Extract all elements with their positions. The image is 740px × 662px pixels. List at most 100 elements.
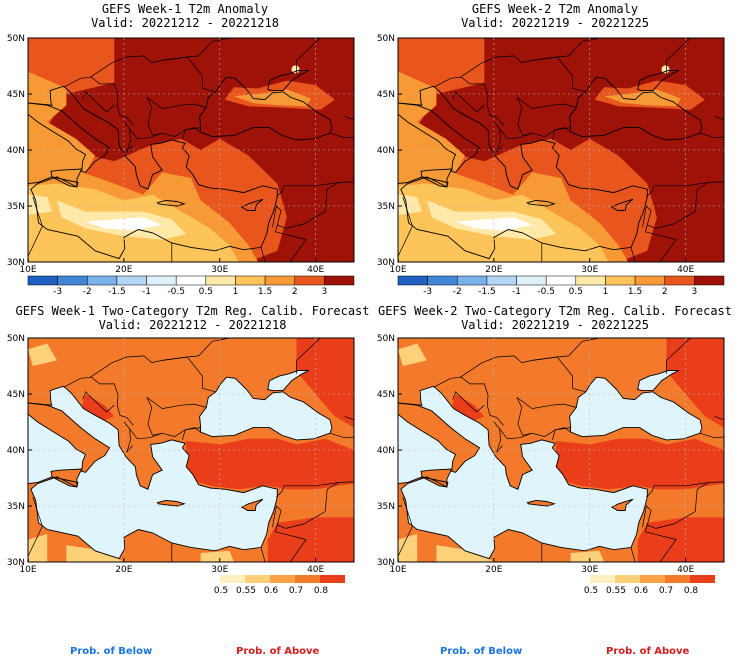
anomaly-spot — [291, 65, 300, 74]
anomaly-colorbar-swatch-6 — [205, 275, 236, 286]
anomaly-colorbar-label-7: 1.5 — [628, 287, 642, 297]
panel-1-title-line2: Valid: 20221212 - 20221218 — [91, 16, 279, 30]
anomaly-colorbar-label-8: 2 — [662, 287, 668, 297]
prob-region-5 — [398, 534, 418, 562]
lon-tick-label: 20E — [485, 565, 502, 575]
anomaly-colorbar-swatch-6 — [575, 275, 606, 286]
country-border — [162, 38, 230, 61]
country-border — [129, 128, 163, 140]
prob-colorbar-label-0: 0.5 — [214, 586, 228, 596]
prob-region-4 — [436, 545, 494, 562]
coastline — [610, 198, 634, 211]
country-border — [272, 205, 307, 262]
coastline — [28, 85, 278, 260]
panel-4-map: 30N 35N 40N 45N 50N 10E 20E 30E 40E 0.5 0.55 0.6 0.7… — [377, 334, 725, 596]
prob-region-2 — [637, 517, 724, 562]
panel-3-map: 30N 35N 40N 45N 50N 10E 20E 30E 40E 0.5 0.55 0.6 0.7… — [7, 334, 355, 596]
country-border — [63, 376, 134, 426]
lon-tick-label: 30E — [581, 565, 598, 575]
panel-2-title-line2: Valid: 20221219 - 20221225 — [461, 16, 649, 30]
lat-tick-label: 30N — [377, 558, 395, 568]
country-border — [90, 55, 216, 93]
prob-region-1 — [296, 338, 354, 428]
country-border — [647, 182, 709, 229]
country-border — [452, 391, 485, 413]
country-border — [630, 247, 638, 262]
anomaly-colorbar-swatch-4 — [146, 275, 177, 286]
lat-tick-label: 35N — [377, 202, 395, 212]
coastline — [240, 498, 264, 511]
country-border — [329, 132, 354, 183]
anomaly-colorbar-swatch-5 — [545, 275, 577, 286]
country-border — [277, 182, 339, 229]
country-border — [433, 76, 504, 126]
prob-colorbar-swatch-3 — [295, 575, 320, 583]
lat-tick-label: 50N — [377, 334, 395, 344]
anomaly-colorbar-label-2: -1.5 — [108, 287, 126, 297]
prob-colorbar-swatch-1 — [615, 575, 640, 583]
prob-region-0 — [556, 438, 724, 490]
anomaly-colorbar-label-8: 2 — [292, 287, 298, 297]
lon-tick-label: 40E — [677, 265, 694, 275]
country-border — [723, 156, 724, 158]
country-border — [516, 97, 577, 109]
anomaly-colorbar: -3 -2 -1.5 -1 -0.5 0.5 1 1.5 2 3 — [397, 275, 725, 297]
coastline — [199, 76, 333, 141]
coastline — [267, 70, 310, 92]
country-border — [272, 505, 307, 562]
panel-4-title-line1: GEFS Week-2 Two-Category T2m Reg. Calib.… — [377, 304, 732, 318]
lon-tick-label: 30E — [581, 265, 598, 275]
anomaly-colorbar-label-5: 0.5 — [569, 287, 583, 297]
country-border — [532, 338, 600, 361]
country-border — [516, 397, 577, 409]
country-border — [398, 496, 413, 562]
prob-region-1 — [666, 338, 724, 428]
anomaly-colorbar-label-4: -0.5 — [537, 287, 555, 297]
coastline — [156, 499, 186, 507]
lat-tick-label: 45N — [7, 90, 25, 100]
country-border — [146, 397, 201, 437]
country-border — [162, 338, 230, 361]
prob-colorbar-swatch-0 — [220, 575, 245, 583]
country-border — [630, 547, 638, 562]
anomaly-colorbar-swatch-2 — [457, 275, 488, 286]
prob-colorbar-label-0: 0.5 — [584, 586, 598, 596]
coastline — [610, 498, 634, 511]
country-border — [552, 427, 571, 440]
country-border — [646, 182, 709, 198]
country-border — [296, 38, 321, 74]
country-border — [90, 355, 216, 393]
prob-above-label-right: Prob. of Above — [606, 646, 690, 657]
island-2 — [51, 469, 82, 487]
country-border — [646, 482, 709, 498]
prob-region-0 — [186, 438, 354, 490]
country-border — [433, 376, 504, 426]
anomaly-spot — [661, 65, 670, 74]
country-border — [723, 456, 724, 458]
panel-1-title-line1: GEFS Week-1 T2m Anomaly — [101, 2, 269, 16]
coastline — [569, 376, 703, 441]
coastline — [637, 370, 680, 392]
anomaly-colorbar-swatch-0 — [27, 275, 58, 286]
country-border — [516, 97, 571, 137]
panel-1-map: 30N 35N 40N 45N 50N 10E 20E 30E 40E -3 -2 -1.5 -1 -0.… — [7, 34, 355, 297]
anomaly-colorbar-label-0: -3 — [423, 287, 432, 297]
anomaly-colorbar-label-6: 1 — [603, 287, 609, 297]
anomaly-colorbar-label-9: 3 — [691, 287, 697, 297]
island-1 — [611, 499, 633, 511]
panel-2-title: GEFS Week-2 T2m Anomaly Valid: 20221219 … — [370, 2, 740, 30]
prob-region-2 — [267, 517, 354, 562]
country-border — [146, 97, 207, 109]
prob-region-7 — [28, 343, 57, 366]
anomaly-colorbar-swatch-5 — [175, 275, 207, 286]
coastline — [637, 70, 680, 92]
panel-3-title-line1: GEFS Week-1 Two-Category T2m Reg. Calib.… — [15, 304, 370, 318]
coastline — [569, 76, 703, 141]
country-border — [276, 482, 339, 498]
anomaly-colorbar-swatch-8 — [634, 275, 665, 286]
lat-tick-label: 50N — [7, 34, 25, 44]
prob-colorbar-label-1: 0.55 — [236, 586, 256, 596]
map-outlines — [28, 38, 354, 262]
anomaly-colorbar-label-1: -2 — [453, 287, 462, 297]
prob-colorbar: 0.5 0.55 0.6 0.7 0.8 — [584, 575, 715, 596]
